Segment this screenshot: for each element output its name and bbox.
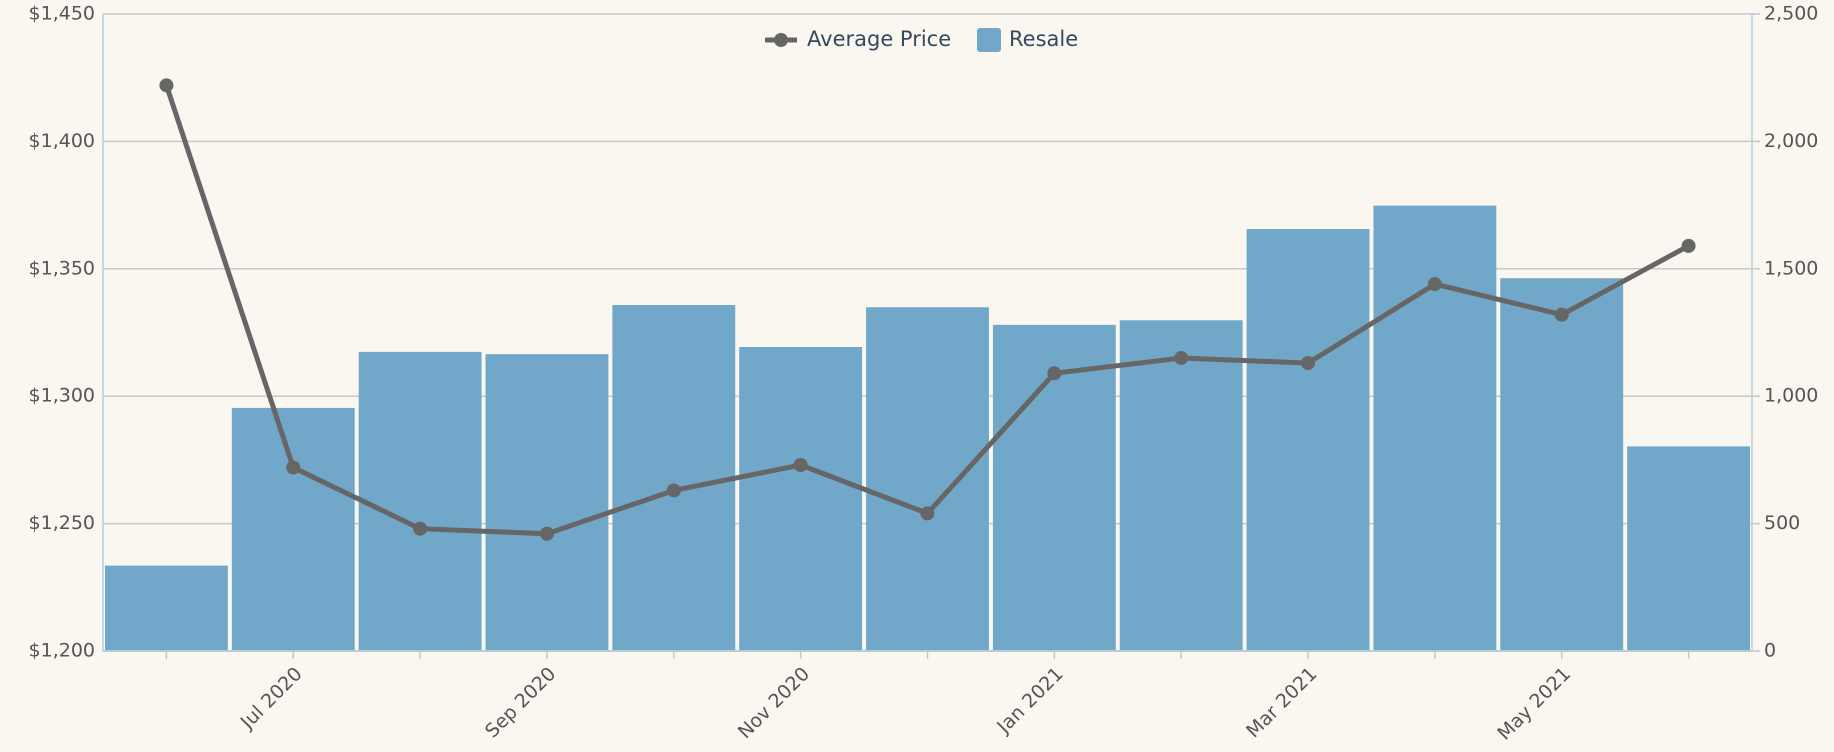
y-tick-label: $1,350 <box>29 257 95 279</box>
legend: Average Price Resale <box>765 27 1078 52</box>
line-point <box>1047 366 1062 381</box>
y2-tick-label: 2,000 <box>1764 130 1818 152</box>
bar <box>485 354 609 651</box>
legend-label[interactable]: Resale <box>1009 27 1078 51</box>
y2-tick-label: 2,500 <box>1764 3 1818 25</box>
y-tick-label: $1,250 <box>29 512 95 534</box>
y2-tick-label: 500 <box>1764 512 1800 534</box>
line-point <box>1554 307 1569 322</box>
bar <box>231 407 355 651</box>
line-point <box>920 506 935 521</box>
bar <box>358 351 482 651</box>
y-tick-label: $1,200 <box>29 640 95 662</box>
y-tick-label: $1,300 <box>29 385 95 407</box>
y2-tick-label: 1,500 <box>1764 257 1818 279</box>
line-point <box>413 521 428 536</box>
line-point <box>1301 356 1316 371</box>
line-point <box>159 78 174 93</box>
legend-marker <box>774 33 788 47</box>
bar <box>1119 320 1243 651</box>
bar <box>1500 278 1624 651</box>
y2-tick-label: 0 <box>1764 640 1776 662</box>
legend-swatch <box>977 28 1001 52</box>
bar <box>866 307 989 651</box>
line-point <box>286 460 301 475</box>
bar <box>612 304 736 651</box>
line-point <box>666 483 681 498</box>
line-point <box>1174 350 1189 365</box>
legend-label[interactable]: Average Price <box>807 27 951 51</box>
bar <box>105 565 228 651</box>
bar <box>739 347 863 651</box>
bar <box>1246 229 1370 651</box>
bar <box>1627 446 1750 651</box>
line-point <box>1427 277 1442 292</box>
y2-tick-label: 1,000 <box>1764 385 1818 407</box>
bar <box>1373 205 1497 651</box>
y-tick-label: $1,400 <box>29 130 95 152</box>
line-point <box>539 526 554 541</box>
line-point <box>1681 238 1696 253</box>
y-tick-label: $1,450 <box>29 3 95 25</box>
line-point <box>793 457 808 472</box>
